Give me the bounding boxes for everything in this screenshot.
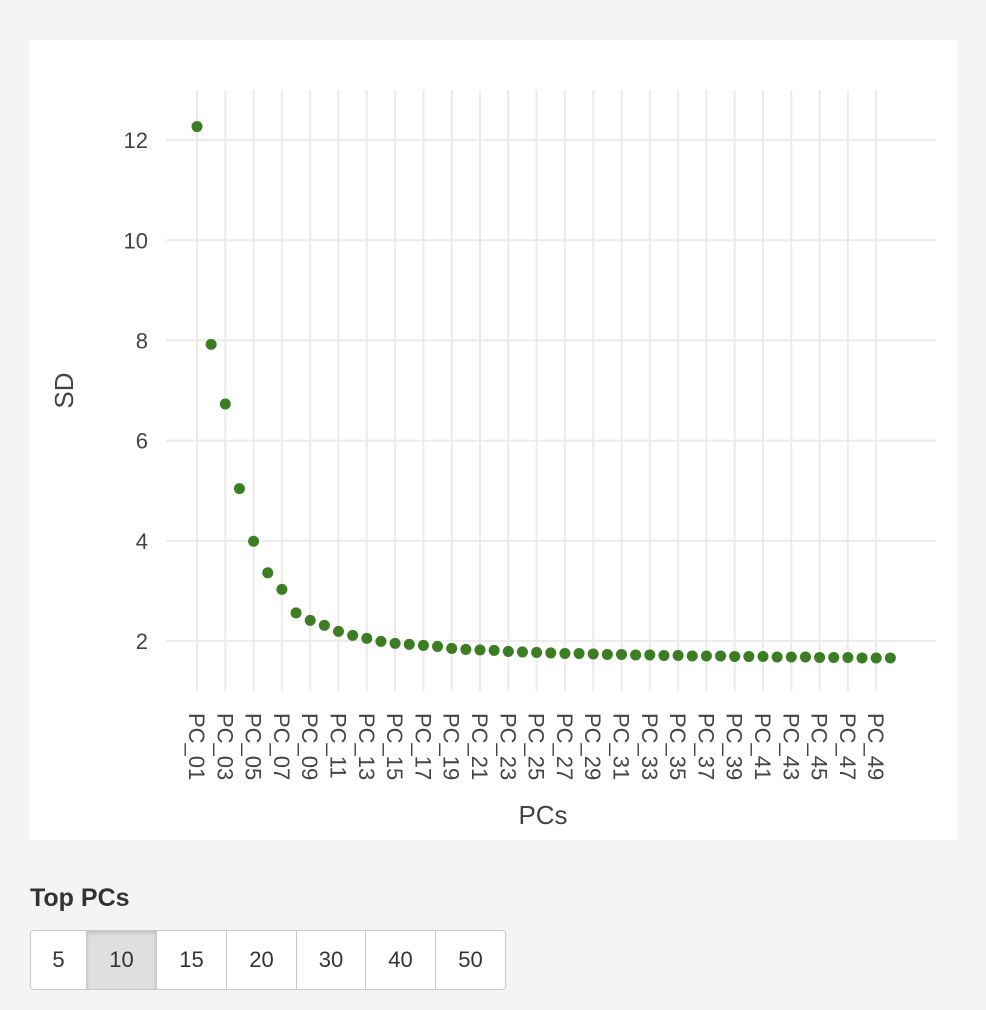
y-tick-label: 4	[136, 529, 148, 554]
x-tick-label: PC_41	[750, 713, 775, 780]
data-point[interactable]	[375, 635, 387, 647]
data-point[interactable]	[771, 651, 783, 663]
x-tick-label: PC_27	[552, 713, 577, 780]
x-axis-title: PCs	[518, 800, 567, 830]
data-point[interactable]	[488, 644, 500, 656]
data-point[interactable]	[587, 648, 599, 660]
data-point[interactable]	[799, 651, 811, 663]
data-point[interactable]	[672, 649, 684, 661]
y-axis-title: SD	[49, 372, 79, 408]
top-pcs-option-5[interactable]: 5	[31, 931, 87, 989]
x-tick-label: PC_47	[835, 713, 860, 780]
x-tick-label: PC_33	[637, 713, 662, 780]
data-point[interactable]	[460, 643, 472, 655]
x-tick-label: PC_15	[382, 713, 407, 780]
data-point[interactable]	[884, 652, 896, 664]
data-point[interactable]	[205, 338, 217, 350]
data-point[interactable]	[290, 607, 302, 619]
data-point[interactable]	[601, 648, 613, 660]
top-pcs-button-group: 5 10 15 20 30 40 50	[30, 930, 506, 990]
data-point[interactable]	[856, 652, 868, 664]
data-point[interactable]	[361, 632, 373, 644]
x-tick-label: PC_17	[410, 713, 435, 780]
data-point[interactable]	[828, 651, 840, 663]
data-point[interactable]	[474, 644, 486, 656]
data-point[interactable]	[616, 648, 627, 660]
data-point[interactable]	[814, 651, 826, 663]
data-point[interactable]	[743, 650, 755, 662]
y-tick-label: 10	[124, 228, 148, 253]
data-point[interactable]	[545, 647, 557, 659]
top-pcs-option-15[interactable]: 15	[157, 931, 227, 989]
data-point[interactable]	[502, 645, 514, 657]
x-tick-label: PC_11	[326, 713, 351, 779]
top-pcs-option-40[interactable]: 40	[366, 931, 436, 989]
x-tick-label: PC_37	[693, 713, 718, 780]
data-point[interactable]	[262, 567, 274, 579]
x-tick-label: PC_31	[609, 713, 634, 780]
data-point[interactable]	[248, 535, 260, 547]
data-point[interactable]	[333, 625, 344, 637]
plot-panel: PC_01 PC_03 PC_05 PC_07 PC_09 PC_11 PC_13 PC_15…	[30, 40, 957, 840]
data-point[interactable]	[842, 651, 854, 663]
top-pcs-option-20[interactable]: 20	[227, 931, 297, 989]
x-tick-label: PC_21	[467, 713, 492, 780]
data-point[interactable]	[276, 583, 288, 595]
data-point[interactable]	[233, 483, 245, 495]
data-point[interactable]	[219, 398, 231, 410]
data-point[interactable]	[389, 637, 401, 649]
data-point[interactable]	[785, 651, 797, 663]
data-point[interactable]	[757, 650, 769, 662]
data-point[interactable]	[573, 647, 585, 659]
top-pcs-option-10[interactable]: 10	[87, 931, 157, 989]
x-tick-label: PC_43	[778, 713, 803, 780]
top-pcs-label: Top PCs	[30, 884, 130, 912]
data-point[interactable]	[446, 642, 458, 654]
scatter-chart: PC_01 PC_03 PC_05 PC_07 PC_09 PC_11 PC_13 PC_15…	[49, 90, 936, 830]
data-point[interactable]	[686, 650, 698, 662]
x-tick-label: PC_25	[524, 713, 549, 780]
y-tick-label: 6	[136, 429, 148, 454]
x-tick-label: PC_49	[863, 713, 888, 780]
data-point[interactable]	[700, 650, 712, 662]
data-point[interactable]	[870, 652, 882, 664]
x-tick-label: PC_03	[212, 713, 237, 780]
x-tick-label: PC_07	[269, 713, 294, 780]
x-tick-label: PC_39	[722, 713, 747, 780]
data-point[interactable]	[304, 614, 316, 626]
x-tick-label: PC_35	[665, 713, 690, 780]
x-tick-label: PC_23	[495, 713, 520, 780]
data-point[interactable]	[729, 650, 741, 662]
x-tick-label: PC_29	[580, 713, 605, 780]
data-point[interactable]	[417, 639, 429, 651]
x-tick-label: PC_13	[354, 713, 379, 780]
x-tick-label: PC_19	[439, 713, 464, 780]
x-tick-label: PC_09	[297, 713, 322, 780]
data-point[interactable]	[658, 649, 670, 661]
data-point[interactable]	[715, 650, 727, 662]
x-tick-label: PC_05	[241, 713, 266, 780]
data-point[interactable]	[191, 121, 203, 133]
data-point[interactable]	[347, 629, 359, 641]
data-point[interactable]	[432, 640, 444, 652]
y-tick-label: 2	[136, 629, 148, 654]
data-point[interactable]	[630, 649, 642, 661]
y-tick-label: 12	[124, 128, 148, 153]
data-point[interactable]	[516, 646, 528, 658]
y-tick-label: 8	[136, 328, 148, 353]
top-pcs-option-30[interactable]: 30	[297, 931, 366, 989]
x-tick-label: PC_01	[184, 713, 209, 780]
x-tick-label: PC_45	[807, 713, 832, 780]
data-point[interactable]	[559, 647, 571, 659]
data-point[interactable]	[403, 638, 415, 650]
data-point[interactable]	[531, 646, 543, 658]
data-point[interactable]	[644, 649, 656, 661]
data-point[interactable]	[318, 619, 330, 631]
top-pcs-option-50[interactable]: 50	[436, 931, 505, 989]
